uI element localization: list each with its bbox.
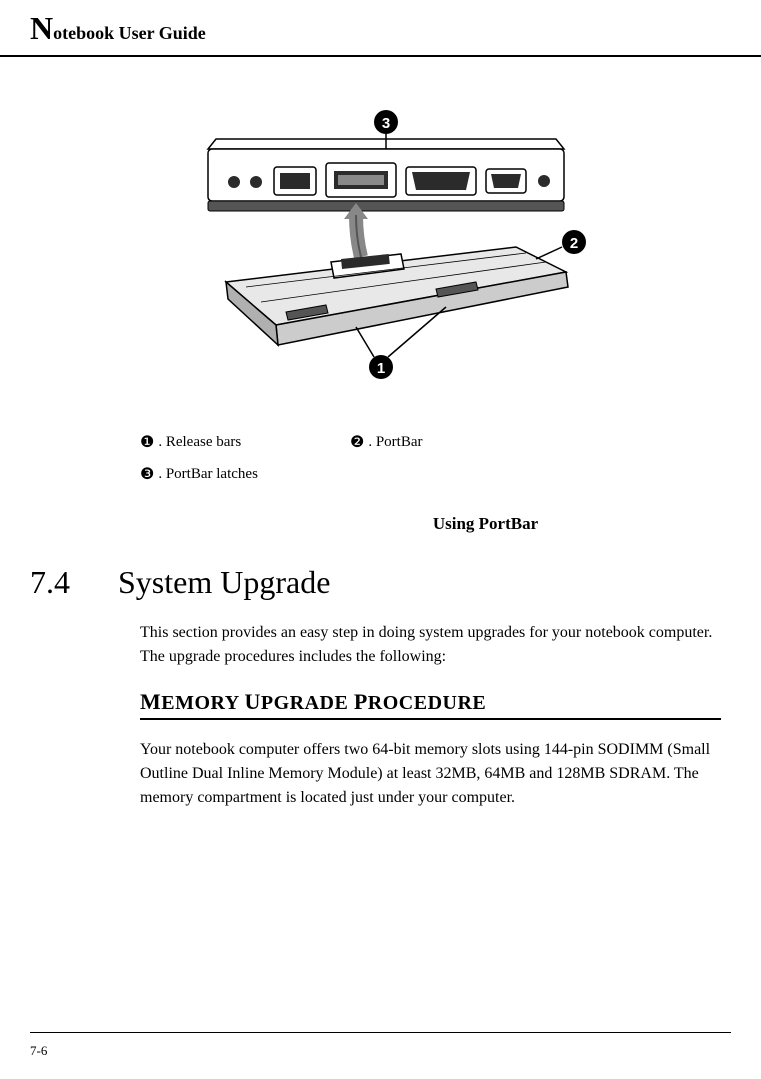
section-title: System Upgrade xyxy=(118,564,330,601)
portbar-diagram: 3 2 1 xyxy=(156,107,596,387)
legend-item-2: ❷ . PortBar xyxy=(350,432,423,452)
page-content: 3 2 1 ❶ . Release bars ❷ xyxy=(0,57,761,810)
section-heading: 7.4 System Upgrade xyxy=(30,564,721,601)
legend-row: ❶ . Release bars ❷ . PortBar xyxy=(140,432,721,452)
figure-caption: Using PortBar xyxy=(250,514,721,534)
header-title-text: otebook User Guide xyxy=(53,23,206,43)
subsection-body-text: Your notebook computer offers two 64-bit… xyxy=(140,738,721,810)
laptop-rear-illustration xyxy=(208,139,564,211)
svg-text:1: 1 xyxy=(376,360,384,377)
callout-2: 2 xyxy=(536,230,586,259)
page-header: Notebook User Guide xyxy=(0,0,761,57)
legend-row: ❸ . PortBar latches xyxy=(140,464,721,484)
legend-text-2: . PortBar xyxy=(368,434,422,451)
legend-text-3: . PortBar latches xyxy=(158,466,258,483)
figure-legend: ❶ . Release bars ❷ . PortBar ❸ . PortBar… xyxy=(140,432,721,484)
subsection-heading: MEMORY UPGRADE PROCEDURE xyxy=(140,689,721,720)
section-intro-text: This section provides an easy step in do… xyxy=(140,621,721,669)
svg-text:2: 2 xyxy=(569,235,577,252)
header-title-dropcap: N xyxy=(30,10,53,46)
page-footer: 7-6 xyxy=(30,1032,731,1059)
header-title: Notebook User Guide xyxy=(30,10,731,47)
legend-num-3: ❸ xyxy=(140,464,154,484)
page-number: 7-6 xyxy=(30,1043,47,1058)
section-number: 7.4 xyxy=(30,564,90,601)
legend-num-2: ❷ xyxy=(350,432,364,452)
portbar-illustration xyxy=(226,247,568,345)
figure-container: 3 2 1 xyxy=(30,107,721,392)
legend-num-1: ❶ xyxy=(140,432,154,452)
legend-item-1: ❶ . Release bars xyxy=(140,432,350,452)
legend-item-3: ❸ . PortBar latches xyxy=(140,464,350,484)
legend-text-1: . Release bars xyxy=(158,434,241,451)
svg-text:3: 3 xyxy=(381,115,389,132)
